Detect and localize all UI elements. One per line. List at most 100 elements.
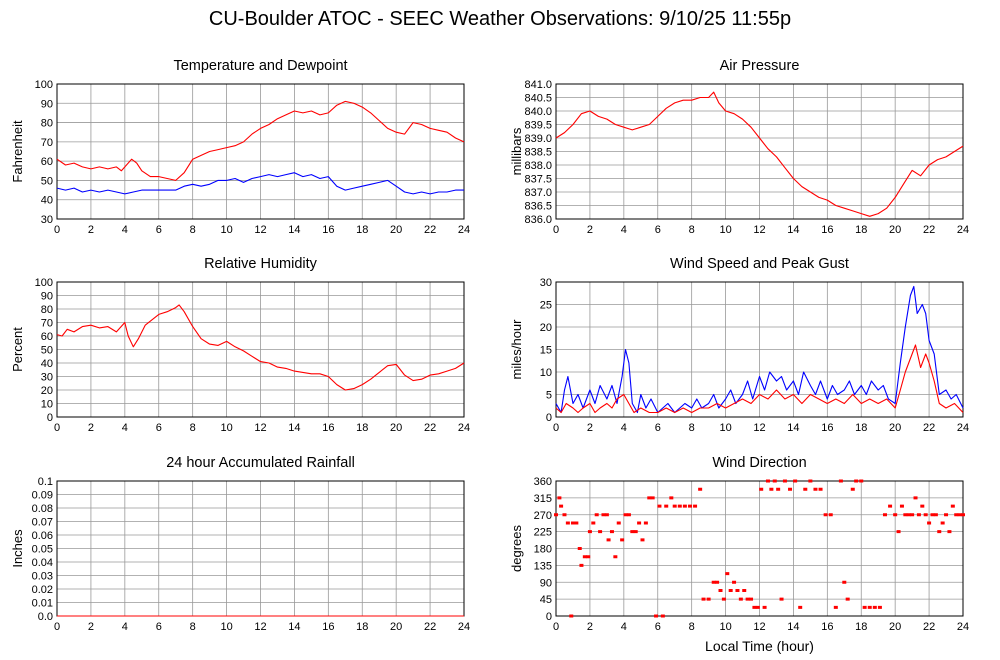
data-point — [940, 521, 945, 525]
data-point — [742, 589, 747, 592]
x-tick-label: 8 — [689, 224, 695, 236]
x-tick-label: 20 — [390, 621, 402, 633]
y-tick-label: 100 — [35, 277, 53, 289]
data-point — [626, 513, 631, 517]
x-axis-label: Local Time (hour) — [705, 638, 814, 654]
data-point — [669, 496, 674, 500]
x-tick-label: 2 — [88, 422, 94, 434]
chart-title: Air Pressure — [720, 58, 800, 74]
y-tick-label: 836.5 — [524, 201, 552, 213]
data-point — [899, 504, 904, 508]
y-axis-label: Inches — [10, 529, 25, 568]
x-tick-label: 6 — [655, 422, 661, 434]
y-tick-label: 0.04 — [32, 557, 53, 569]
data-point — [927, 521, 932, 525]
x-tick-label: 6 — [655, 224, 661, 236]
x-tick-label: 24 — [458, 422, 470, 434]
plot-frame — [555, 480, 964, 617]
y-tick-label: 837.5 — [524, 174, 552, 186]
data-point — [559, 504, 564, 508]
y-tick-label: 70 — [41, 318, 53, 330]
x-tick-label: 14 — [288, 422, 300, 434]
x-tick-label: 16 — [821, 224, 833, 236]
x-tick-label: 4 — [621, 621, 627, 633]
data-point — [828, 513, 833, 517]
data-point — [762, 605, 767, 609]
x-tick-label: 24 — [957, 224, 969, 236]
y-tick-label: 20 — [540, 322, 552, 334]
y-tick-label: 0.03 — [32, 571, 53, 583]
data-point — [765, 479, 770, 483]
y-tick-label: 80 — [41, 304, 53, 316]
data-point — [779, 597, 784, 601]
data-point — [569, 614, 574, 618]
data-point — [660, 614, 665, 618]
x-tick-label: 12 — [254, 224, 266, 236]
data-point — [687, 504, 692, 508]
x-tick-label: 10 — [719, 224, 731, 236]
x-tick-label: 14 — [787, 224, 799, 236]
data-point — [752, 605, 757, 609]
data-point — [613, 555, 618, 559]
data-point — [728, 589, 733, 592]
y-axis-label: Fahrenheit — [10, 120, 25, 183]
x-tick-label: 2 — [587, 621, 593, 633]
x-tick-label: 12 — [753, 422, 765, 434]
y-tick-label: 50 — [41, 175, 53, 187]
data-point — [755, 605, 760, 609]
data-point — [745, 597, 750, 601]
x-tick-label: 6 — [156, 621, 162, 633]
y-tick-label: 40 — [41, 195, 53, 207]
y-tick-label: 0.07 — [32, 517, 53, 529]
page-title: CU-Boulder ATOC - SEEC Weather Observati… — [208, 8, 792, 30]
x-tick-label: 0 — [553, 224, 559, 236]
data-point — [903, 513, 908, 517]
data-point — [570, 521, 575, 525]
x-tick-label: 6 — [655, 621, 661, 633]
series-line-0 — [555, 91, 964, 217]
y-axis-label: miles/hour — [509, 319, 524, 380]
x-tick-label: 4 — [122, 422, 128, 434]
x-tick-label: 18 — [356, 224, 368, 236]
data-point — [620, 538, 625, 542]
data-point — [721, 597, 726, 601]
x-tick-label: 12 — [254, 621, 266, 633]
y-tick-label: 0 — [546, 611, 552, 623]
x-tick-label: 12 — [254, 422, 266, 434]
data-point — [587, 530, 592, 534]
x-tick-label: 0 — [553, 422, 559, 434]
data-point — [715, 580, 720, 584]
y-tick-label: 10 — [41, 399, 53, 411]
plot-frame — [56, 83, 465, 220]
data-point — [916, 513, 921, 517]
x-tick-label: 14 — [288, 224, 300, 236]
data-point — [961, 513, 965, 517]
data-point — [896, 530, 901, 534]
x-tick-label: 22 — [424, 224, 436, 236]
data-point — [850, 487, 855, 491]
y-axis-label: Percent — [10, 327, 25, 372]
data-point — [944, 513, 949, 517]
y-tick-label: 25 — [540, 300, 552, 312]
data-point — [759, 487, 764, 491]
data-point — [957, 513, 962, 517]
data-point — [838, 479, 843, 483]
x-tick-label: 8 — [689, 422, 695, 434]
data-point — [601, 513, 606, 517]
data-point — [788, 487, 793, 491]
data-point — [923, 513, 928, 517]
x-tick-label: 10 — [719, 621, 731, 633]
x-tick-label: 12 — [753, 224, 765, 236]
data-point — [565, 521, 570, 525]
y-tick-label: 90 — [540, 577, 552, 589]
y-tick-label: 30 — [41, 214, 53, 226]
data-point — [867, 605, 872, 609]
data-point — [604, 513, 609, 517]
x-tick-label: 22 — [424, 422, 436, 434]
x-tick-label: 24 — [458, 224, 470, 236]
y-tick-label: 270 — [534, 510, 552, 522]
x-tick-label: 0 — [54, 224, 60, 236]
